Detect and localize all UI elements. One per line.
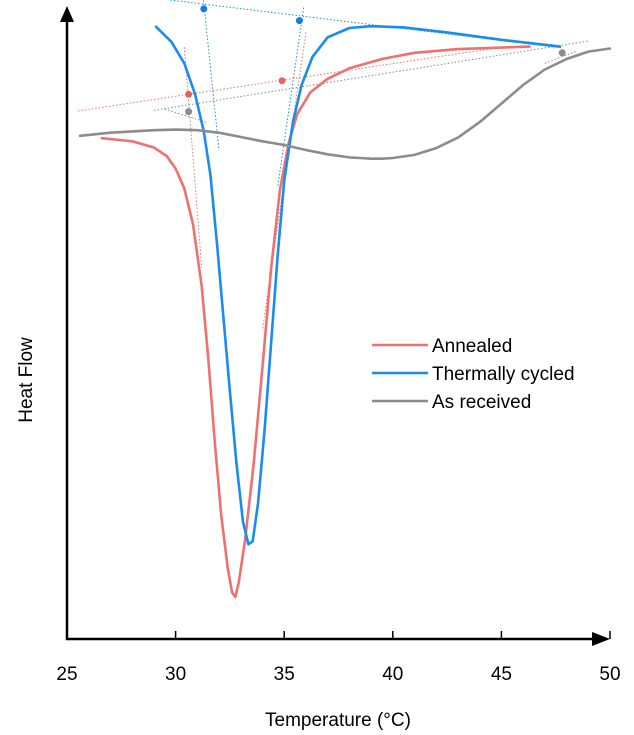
tangent-line-thermally-cycled [277,7,305,188]
series-line-thermally-cycled [154,24,562,546]
onset-point-thermally-cycled [200,5,208,13]
series-line-annealed [100,45,531,599]
legend-label-as-received: As received [432,392,531,413]
x-tick-label: 45 [491,664,512,685]
x-axis-label: Temperature (°C) [265,710,411,731]
tangent-line-annealed [77,46,502,112]
x-tick-label: 30 [165,664,186,685]
tangent-line-thermally-cycled [165,0,563,49]
legend-label-thermally-cycled: Thermally cycled [432,364,575,385]
onset-point-thermally-cycled [295,17,303,25]
tangent-line-as-received [544,50,578,64]
tangent-line-thermally-cycled [202,0,220,151]
tangent-line-annealed [262,32,307,330]
tangent-line-as-received [153,40,589,111]
y-axis-label: Heat Flow [16,337,37,423]
plot-area [77,0,612,599]
y-axis-arrow-icon [60,6,74,22]
x-axis-ticks: 25 30 35 40 45 50 [56,631,621,685]
onset-point-annealed [278,77,286,85]
onset-point-annealed [185,90,193,98]
x-tick-label: 35 [274,664,295,685]
onset-point-as-received [558,49,566,57]
legend-label-annealed: Annealed [432,336,512,357]
x-tick-label: 25 [56,664,77,685]
x-axis-arrow-icon [592,632,610,646]
legend: Annealed Thermally cycled As received [372,336,575,413]
tangent-line-annealed [183,47,203,268]
tangent-line-as-received [164,108,209,124]
series-line-as-received [78,47,612,160]
x-tick-label: 50 [599,664,620,685]
onset-point-as-received [185,108,193,116]
x-tick-label: 40 [382,664,403,685]
